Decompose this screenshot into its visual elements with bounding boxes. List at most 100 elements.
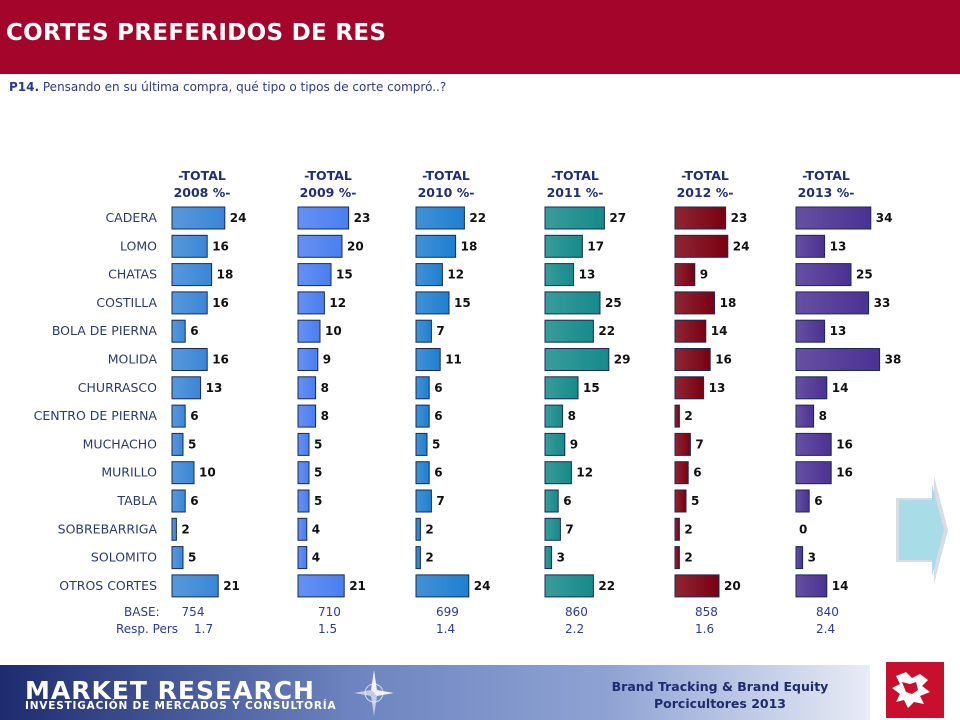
data-label: 9 xyxy=(323,353,331,367)
study-line-1: Brand Tracking & Brand Equity xyxy=(611,679,829,694)
series-header: -TOTAL xyxy=(304,168,352,183)
bar xyxy=(297,546,308,570)
question-body: Pensando en su última compra, qué tipo o… xyxy=(39,80,447,94)
bar xyxy=(544,234,583,258)
data-label: 11 xyxy=(445,353,462,367)
data-label: 7 xyxy=(436,494,444,508)
bar xyxy=(544,546,553,570)
bar xyxy=(795,376,828,400)
resp-value: 1.5 xyxy=(318,622,337,636)
bar xyxy=(171,489,186,513)
data-label: 25 xyxy=(605,296,622,310)
bar xyxy=(795,206,872,230)
category-label: CADERA xyxy=(105,210,157,225)
bar xyxy=(171,404,186,428)
category-label: BOLA DE PIERNA xyxy=(52,323,158,338)
bar xyxy=(674,291,716,315)
bar xyxy=(544,489,559,513)
bar xyxy=(674,546,680,570)
data-label: 8 xyxy=(568,409,576,423)
data-label: 20 xyxy=(724,579,741,593)
bar xyxy=(544,376,579,400)
bar xyxy=(171,546,184,570)
data-label: 6 xyxy=(434,409,442,423)
next-arrow-icon[interactable] xyxy=(896,472,950,588)
data-label: 29 xyxy=(614,353,631,367)
base-label: BASE: xyxy=(124,605,160,619)
data-label: 2 xyxy=(425,522,433,536)
category-label: LOMO xyxy=(120,238,157,253)
data-label: 34 xyxy=(876,211,893,225)
data-label: 24 xyxy=(230,211,247,225)
bar xyxy=(674,348,711,371)
data-label: 16 xyxy=(715,353,732,367)
bar xyxy=(415,319,432,343)
bar xyxy=(415,376,430,400)
series-header: -TOTAL xyxy=(551,168,599,183)
bar xyxy=(415,461,430,485)
footer-gradient xyxy=(0,665,870,720)
bar xyxy=(171,319,186,343)
data-label: 5 xyxy=(314,494,322,508)
data-label: 6 xyxy=(693,466,701,480)
series-header: 2012 %- xyxy=(677,185,734,200)
data-label: 14 xyxy=(832,381,849,395)
data-label: 38 xyxy=(885,353,902,367)
data-label: 25 xyxy=(856,268,873,282)
data-label: 16 xyxy=(212,353,229,367)
category-label: SOBREBARRIGA xyxy=(58,521,158,536)
bar xyxy=(674,404,680,428)
category-label: MURILLO xyxy=(101,465,157,480)
bar xyxy=(544,574,594,598)
data-label: 13 xyxy=(830,239,847,253)
data-label: 16 xyxy=(836,466,853,480)
series-header: -TOTAL xyxy=(178,168,226,183)
bar xyxy=(171,291,208,315)
data-label: 22 xyxy=(598,579,615,593)
bar xyxy=(171,206,226,230)
category-label: CHURRASCO xyxy=(78,380,157,395)
bar xyxy=(795,432,832,456)
category-label: CHATAS xyxy=(108,267,157,282)
bar xyxy=(171,263,213,287)
bar xyxy=(674,574,720,598)
bar xyxy=(674,489,687,513)
data-label: 23 xyxy=(354,211,371,225)
bar xyxy=(415,206,465,230)
data-label: 13 xyxy=(709,381,726,395)
bar xyxy=(415,234,457,258)
data-label: 2 xyxy=(684,551,692,565)
data-label: 5 xyxy=(188,437,196,451)
bar xyxy=(171,461,195,485)
bar xyxy=(674,206,727,230)
data-label: 7 xyxy=(436,324,444,338)
data-label: 8 xyxy=(819,409,827,423)
bar xyxy=(415,432,428,456)
bar xyxy=(297,234,343,258)
data-label: 18 xyxy=(217,268,234,282)
data-label: 6 xyxy=(190,324,198,338)
category-label: OTROS CORTES xyxy=(59,578,157,593)
bar-chart: CADERA LOMO CHATAS COSTILLA BOLA DE PIERNA MO… xyxy=(34,168,902,636)
data-label: 5 xyxy=(432,437,440,451)
base-value: 860 xyxy=(565,605,588,619)
data-label: 6 xyxy=(814,494,822,508)
bar xyxy=(544,348,610,371)
bar xyxy=(544,263,575,287)
data-label: 10 xyxy=(325,324,342,338)
data-label: 8 xyxy=(321,409,329,423)
data-label: 21 xyxy=(223,579,240,593)
data-label: 2 xyxy=(425,551,433,565)
bar xyxy=(297,319,321,343)
data-label: 12 xyxy=(329,296,346,310)
data-label: 4 xyxy=(312,522,320,536)
category-label: CENTRO DE PIERNA xyxy=(34,408,158,423)
data-label: 12 xyxy=(447,268,464,282)
data-label: 6 xyxy=(434,381,442,395)
brand-name: MARKET RESEARCH xyxy=(25,676,315,705)
red-map-logo-icon xyxy=(886,662,944,718)
bar xyxy=(795,348,881,371)
data-label: 6 xyxy=(190,409,198,423)
data-label: 13 xyxy=(579,268,596,282)
series-header: 2010 %- xyxy=(418,185,475,200)
